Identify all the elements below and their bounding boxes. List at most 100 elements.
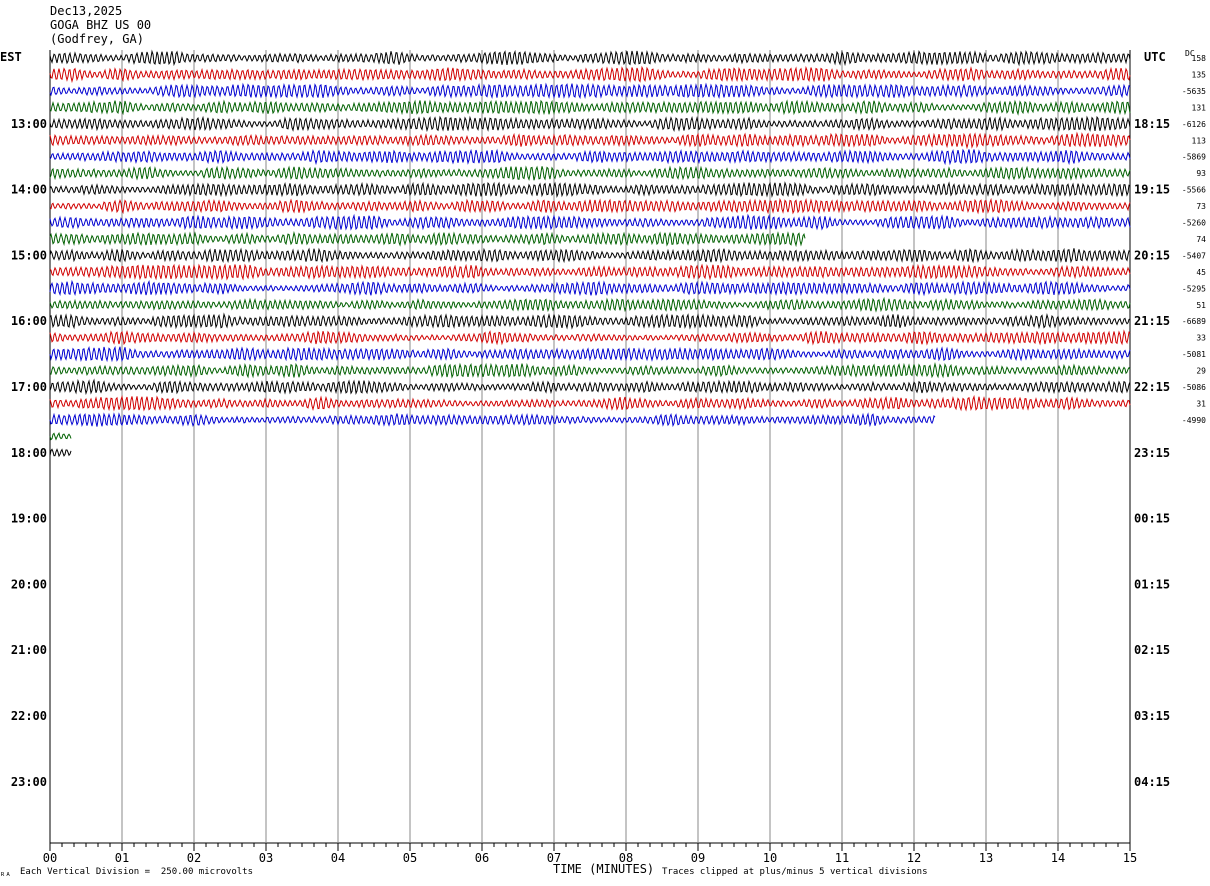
dc-offset-label: 51 (1196, 301, 1206, 310)
x-axis-title: TIME (MINUTES) (553, 862, 654, 876)
dc-offset-label: -6126 (1182, 120, 1206, 129)
seismic-trace (49, 197, 1131, 215)
seismic-trace (49, 394, 1131, 412)
x-tick-label: 08 (619, 851, 633, 865)
est-hour-label: 21:00 (11, 643, 47, 657)
seismic-trace (49, 230, 806, 248)
dc-offset-label: 93 (1196, 169, 1206, 178)
utc-axis-title: UTC (1144, 50, 1166, 64)
x-tick-label: 12 (907, 851, 921, 865)
x-tick-label: 09 (691, 851, 705, 865)
x-tick-label: 00 (43, 851, 57, 865)
dc-offset-label: 29 (1196, 367, 1206, 376)
x-tick-label: 03 (259, 851, 273, 865)
dc-offset-label: -5081 (1182, 350, 1206, 359)
seismic-trace (49, 49, 1131, 67)
seismic-trace (49, 181, 1131, 198)
dc-offset-label: -6689 (1182, 317, 1206, 326)
seismic-trace (49, 165, 1131, 182)
station-label: GOGA BHZ US 00 (50, 18, 152, 32)
x-tick-label: 11 (835, 851, 849, 865)
x-tick-label: 02 (187, 851, 201, 865)
est-hour-label: 16:00 (11, 314, 47, 328)
date-label: Dec13,2025 (50, 4, 123, 18)
utc-hour-label: 02:15 (1134, 643, 1170, 657)
utc-hour-label: 00:15 (1134, 512, 1170, 526)
seismic-trace (49, 378, 1131, 396)
seismic-trace (49, 99, 1131, 116)
trace-layer (49, 49, 1131, 458)
est-hour-label: 18:00 (11, 446, 47, 460)
seismic-trace (49, 115, 1131, 133)
utc-hour-label: 19:15 (1134, 183, 1170, 197)
dc-offset-label: -5566 (1182, 186, 1206, 195)
x-tick-label: 05 (403, 851, 417, 865)
utc-hour-label: 03:15 (1134, 709, 1170, 723)
dc-offset-label: 33 (1196, 334, 1206, 343)
dc-offset-label: -5086 (1182, 383, 1206, 392)
seismic-trace (49, 213, 1131, 231)
utc-hour-label: 21:15 (1134, 314, 1170, 328)
label-layer: 00 01 02 03 04 05 06 07 08 09 10 11 12 13 14 15 13:00 14:… (11, 54, 1206, 865)
seismic-trace (49, 131, 1131, 150)
corner-mark: ᴿᴬ (0, 872, 11, 882)
utc-hour-label: 04:15 (1134, 775, 1170, 789)
seismic-trace (49, 148, 1131, 166)
est-axis-title: EST (0, 50, 22, 64)
x-tick-label: 01 (115, 851, 129, 865)
location-label: (Godfrey, GA) (50, 32, 144, 46)
dc-offset-label: 135 (1192, 70, 1207, 79)
seismic-trace (49, 312, 1131, 330)
dc-offset-label: -5407 (1182, 251, 1206, 260)
dc-offset-label: -5869 (1182, 153, 1206, 162)
seismic-trace (49, 82, 1131, 100)
dc-offset-label: -5260 (1182, 219, 1206, 228)
utc-hour-label: 01:15 (1134, 577, 1170, 591)
dc-offset-label: 113 (1192, 136, 1207, 145)
est-hour-label: 20:00 (11, 577, 47, 591)
est-hour-label: 13:00 (11, 117, 47, 131)
seismic-trace (49, 296, 1131, 313)
est-hour-label: 15:00 (11, 248, 47, 262)
dc-offset-label: 73 (1196, 202, 1206, 211)
est-hour-label: 14:00 (11, 183, 47, 197)
est-hour-label: 22:00 (11, 709, 47, 723)
dc-offset-label: 74 (1196, 235, 1206, 244)
seismic-trace (49, 412, 936, 428)
seismic-trace (49, 432, 72, 441)
est-hour-label: 19:00 (11, 512, 47, 526)
x-tick-label: 15 (1123, 851, 1137, 865)
dc-offset-label: -5295 (1182, 284, 1206, 293)
seismic-trace (49, 247, 1131, 264)
seismic-trace (49, 448, 72, 458)
x-tick-label: 14 (1051, 851, 1065, 865)
x-tick-label: 10 (763, 851, 777, 865)
seismic-trace (49, 362, 1131, 379)
dc-offset-label: 45 (1196, 268, 1206, 277)
utc-hour-label: 22:15 (1134, 380, 1170, 394)
dc-offset-label: 158 (1192, 54, 1207, 63)
x-tick-label: 13 (979, 851, 993, 865)
dc-offset-label: -5635 (1182, 87, 1206, 96)
seismic-trace (49, 329, 1131, 346)
seismic-trace (49, 279, 1131, 297)
utc-hour-label: 18:15 (1134, 117, 1170, 131)
x-tick-label: 06 (475, 851, 489, 865)
est-hour-label: 17:00 (11, 380, 47, 394)
seismic-trace (49, 345, 1131, 363)
seismic-trace (49, 263, 1131, 281)
dc-offset-label: 31 (1196, 399, 1206, 408)
utc-hour-label: 20:15 (1134, 248, 1170, 262)
vertical-division-note: Each Vertical Division = 250.00 microvol… (20, 867, 253, 877)
clip-note: Traces clipped at plus/minus 5 vertical … (662, 867, 928, 877)
dc-offset-label: -4990 (1182, 416, 1206, 425)
utc-hour-label: 23:15 (1134, 446, 1170, 460)
x-tick-label: 07 (547, 851, 561, 865)
dc-offset-label: 131 (1192, 103, 1207, 112)
seismic-trace (49, 65, 1131, 84)
est-hour-label: 23:00 (11, 775, 47, 789)
grid-layer (49, 50, 1131, 851)
x-tick-label: 04 (331, 851, 345, 865)
dc-column-title: DC (1185, 49, 1195, 58)
